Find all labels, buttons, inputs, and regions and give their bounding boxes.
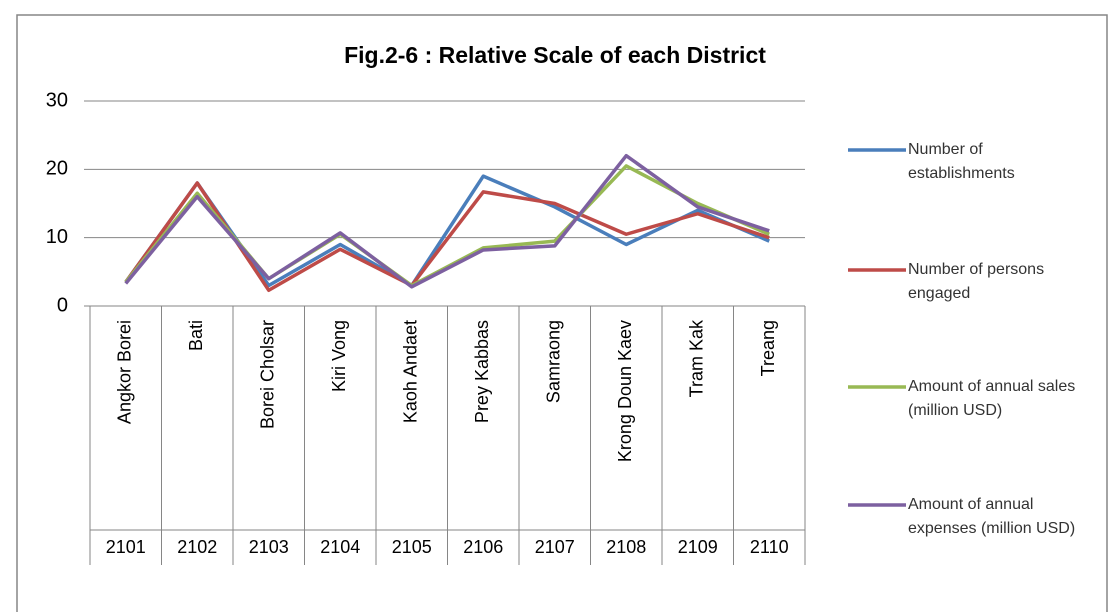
x-tick-code: 2101 [106,537,146,557]
legend-label: Number of establishments [908,141,1015,182]
x-tick-code: 2109 [678,537,718,557]
x-tick-label: Prey Kabbas [472,320,492,423]
x-tick-label: Bati [186,320,206,351]
x-tick-label: Borei Cholsar [258,320,278,429]
x-tick-label: Krong Doun Kaev [615,320,635,462]
x-tick-code: 2110 [750,537,789,557]
y-tick-label: 30 [46,89,68,111]
x-tick-label: Angkor Borei [115,320,135,424]
x-tick-label: Kiri Vong [329,320,349,392]
legend-label: Number of persons engaged [908,261,1045,302]
x-tick-code: 2102 [177,537,217,557]
x-tick-code: 2107 [535,537,575,557]
series-line [124,153,770,289]
y-tick-label: 10 [46,226,68,248]
legend-label: Amount of annual expenses (million USD) [908,496,1076,537]
y-tick-label: 0 [57,294,68,316]
x-tick-label: Treang [758,320,778,376]
y-tick-label: 20 [46,158,68,180]
chart-title: Fig.2-6 : Relative Scale of each Distric… [344,42,766,68]
x-tick-code: 2103 [249,537,289,557]
legend-label: Amount of annual sales (million USD) [908,378,1076,419]
x-tick-label: Kaoh Andaet [401,320,421,423]
x-tick-code: 2108 [606,537,646,557]
x-tick-label: Samraong [544,320,564,403]
chart-border [16,14,1108,612]
x-tick-code: 2104 [320,537,360,557]
x-tick-label: Tram Kak [687,319,707,397]
x-tick-code: 2105 [392,537,432,557]
x-tick-code: 2106 [463,537,503,557]
